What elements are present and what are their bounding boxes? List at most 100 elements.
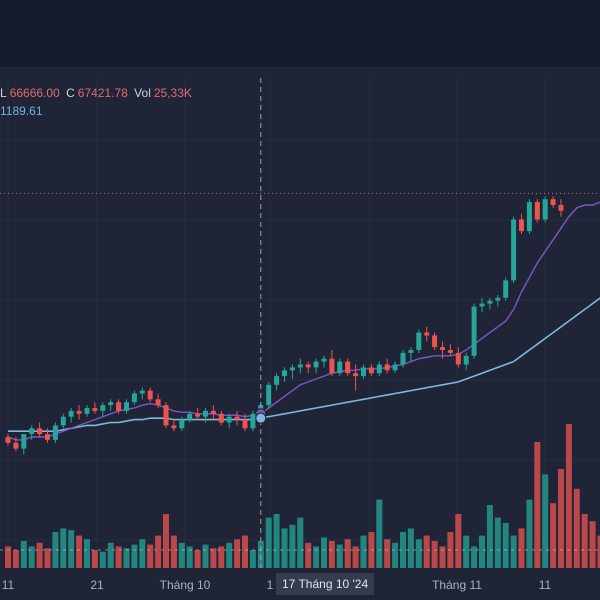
volume-bar: [518, 528, 525, 568]
volume-bar: [297, 517, 304, 568]
volume-bar: [52, 532, 59, 568]
candle: [289, 364, 295, 379]
candle-body: [479, 303, 485, 307]
volume-bar: [455, 514, 462, 568]
candle: [511, 216, 517, 284]
volume-bar: [178, 542, 185, 568]
ma-legend: 1189.61: [0, 104, 43, 118]
candle-body: [108, 402, 114, 406]
volume-bar: [321, 537, 327, 568]
candle: [526, 199, 532, 234]
candle-body: [345, 361, 351, 374]
candle: [250, 410, 256, 432]
time-tick: 21: [90, 578, 104, 592]
volume-bar: [352, 546, 359, 568]
time-tick: Tháng 10: [159, 578, 211, 592]
volume-bar: [344, 539, 351, 568]
candle-body: [250, 413, 256, 429]
volume-bar: [336, 544, 343, 568]
time-axis[interactable]: 11 21 Tháng 10 1 Tháng 11 11: [0, 568, 600, 600]
candle: [21, 434, 27, 455]
volume-bar: [242, 535, 248, 568]
volume-bar: [210, 548, 217, 568]
candle-body: [384, 364, 390, 371]
candle: [13, 437, 19, 452]
volume-bar: [423, 535, 430, 568]
candle-body: [179, 419, 185, 429]
candle: [242, 413, 248, 432]
time-tick: Tháng 11: [432, 578, 482, 592]
candle: [266, 381, 272, 408]
candle-body: [68, 410, 74, 417]
candle-body: [76, 410, 82, 414]
time-tick: 1: [266, 578, 274, 592]
volume-bar: [84, 539, 90, 568]
candle-body: [203, 410, 208, 417]
candle-body: [511, 219, 517, 281]
volume-value: 25,33K: [153, 86, 192, 100]
candle-body: [526, 202, 532, 232]
volume-bar: [486, 505, 493, 568]
candle-body: [37, 428, 43, 435]
price-chart[interactable]: [0, 67, 600, 600]
candle-body: [100, 405, 106, 411]
volume-bar: [384, 539, 391, 568]
candle-body: [274, 376, 280, 385]
ma-value: 1189.61: [0, 104, 43, 118]
candle-body: [226, 416, 232, 423]
candle: [313, 358, 319, 374]
candle-body: [503, 280, 509, 298]
volume-bar: [392, 542, 399, 568]
candle: [171, 419, 177, 432]
volume-bar: [431, 541, 438, 568]
candle-body: [471, 306, 477, 356]
candle-body: [163, 405, 169, 426]
volume-bar: [526, 499, 533, 568]
candle: [29, 425, 35, 440]
volume-bar: [439, 546, 446, 568]
candle: [116, 399, 122, 414]
volume-bar: [163, 514, 169, 568]
volume-bar: [155, 535, 162, 568]
low-value: 66666.00: [9, 86, 60, 100]
volume-bar: [91, 550, 98, 568]
candle: [131, 390, 137, 406]
time-tick: 11: [538, 578, 552, 592]
candle: [353, 364, 359, 391]
candle-body: [92, 408, 98, 411]
candle-body: [147, 390, 153, 400]
candlesticks: [5, 196, 564, 455]
candle: [60, 413, 66, 429]
candle: [400, 350, 406, 368]
volume-bar: [115, 546, 122, 568]
candle-body: [5, 437, 11, 443]
candle-body: [353, 373, 359, 377]
candle-body: [210, 410, 216, 414]
candle: [550, 196, 556, 208]
close-value: 67421.78: [77, 86, 128, 100]
volume-bar: [289, 524, 296, 568]
volume-bar: [68, 530, 75, 568]
volume-bars: [5, 424, 600, 568]
candle: [210, 405, 216, 420]
volume-bar: [573, 488, 580, 568]
ma-slow-line: [8, 297, 600, 433]
candle: [163, 402, 169, 429]
volume-bar: [510, 535, 517, 568]
volume-bar: [597, 535, 600, 568]
volume-bar: [265, 517, 272, 568]
candle-body: [131, 393, 137, 403]
candle-body: [321, 358, 327, 362]
candle: [76, 405, 82, 420]
volume-bar: [565, 424, 572, 568]
volume-bar: [281, 528, 288, 568]
volume-bar: [131, 544, 138, 568]
candle: [503, 277, 509, 301]
candle: [274, 373, 280, 391]
volume-bar: [328, 541, 335, 568]
volume-bar: [407, 528, 414, 568]
candle: [305, 361, 311, 374]
candle: [52, 422, 58, 443]
candle-body: [329, 358, 335, 374]
candle: [5, 434, 11, 446]
